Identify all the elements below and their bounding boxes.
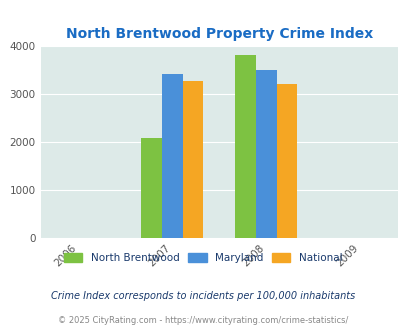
Text: Crime Index corresponds to incidents per 100,000 inhabitants: Crime Index corresponds to incidents per…: [51, 291, 354, 301]
Title: North Brentwood Property Crime Index: North Brentwood Property Crime Index: [66, 27, 372, 41]
Bar: [141, 138, 162, 238]
Bar: [162, 74, 182, 238]
Bar: [255, 70, 276, 238]
Text: © 2025 CityRating.com - https://www.cityrating.com/crime-statistics/: © 2025 CityRating.com - https://www.city…: [58, 316, 347, 325]
Bar: [182, 81, 203, 238]
Bar: [276, 84, 296, 238]
Bar: [234, 55, 255, 238]
Legend: North Brentwood, Maryland, National: North Brentwood, Maryland, National: [60, 248, 345, 267]
